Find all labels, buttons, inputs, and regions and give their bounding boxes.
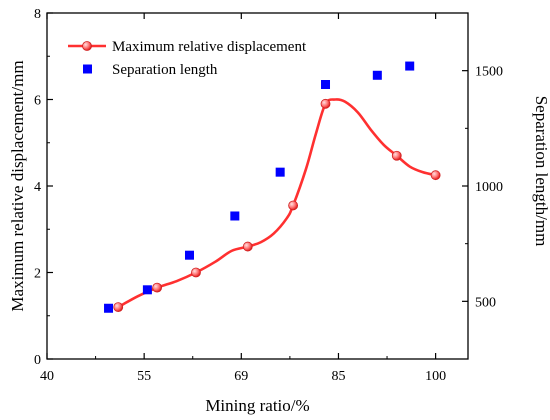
separation-point xyxy=(230,211,240,221)
separation-point xyxy=(275,167,285,177)
y-left-tick-label: 2 xyxy=(34,267,41,282)
displacement-point xyxy=(152,282,163,293)
y-right-tick-label: 1000 xyxy=(475,180,503,195)
displacement-point xyxy=(320,98,331,109)
x-tick-label: 40 xyxy=(40,369,54,384)
separation-point xyxy=(142,285,152,295)
legend-circle-marker xyxy=(82,41,92,51)
y-left-tick-label: 8 xyxy=(34,7,41,22)
displacement-point xyxy=(430,170,441,181)
separation-point xyxy=(372,70,382,80)
x-tick-label: 55 xyxy=(137,369,151,384)
separation-point xyxy=(184,250,194,260)
displacement-point xyxy=(113,302,124,313)
y-left-tick-label: 0 xyxy=(34,353,41,368)
y-left-tick-label: 6 xyxy=(34,94,41,109)
displacement-point xyxy=(391,150,402,161)
displacement-line xyxy=(117,98,436,309)
x-tick-label: 69 xyxy=(234,369,248,384)
separation-point xyxy=(104,303,114,313)
x-axis-label: Mining ratio/% xyxy=(205,396,309,415)
separation-point xyxy=(405,61,415,71)
displacement-point xyxy=(242,241,253,252)
x-tick-label: 85 xyxy=(331,369,345,384)
legend-label: Maximum relative displacement xyxy=(112,39,307,55)
y-left-axis-label: Maximum relative displacement/mm xyxy=(8,60,27,311)
separation-point xyxy=(321,80,331,90)
legend-square-marker xyxy=(83,64,92,74)
displacement-point xyxy=(191,267,201,278)
y-right-tick-label: 1500 xyxy=(475,65,503,80)
displacement-point xyxy=(288,200,299,211)
legend-label: Separation length xyxy=(112,62,218,78)
x-tick-label: 100 xyxy=(425,369,446,384)
y-right-axis-label: Separation length/mm xyxy=(532,96,550,247)
y-right-tick-label: 500 xyxy=(475,295,496,310)
y-left-tick-label: 4 xyxy=(34,180,41,195)
